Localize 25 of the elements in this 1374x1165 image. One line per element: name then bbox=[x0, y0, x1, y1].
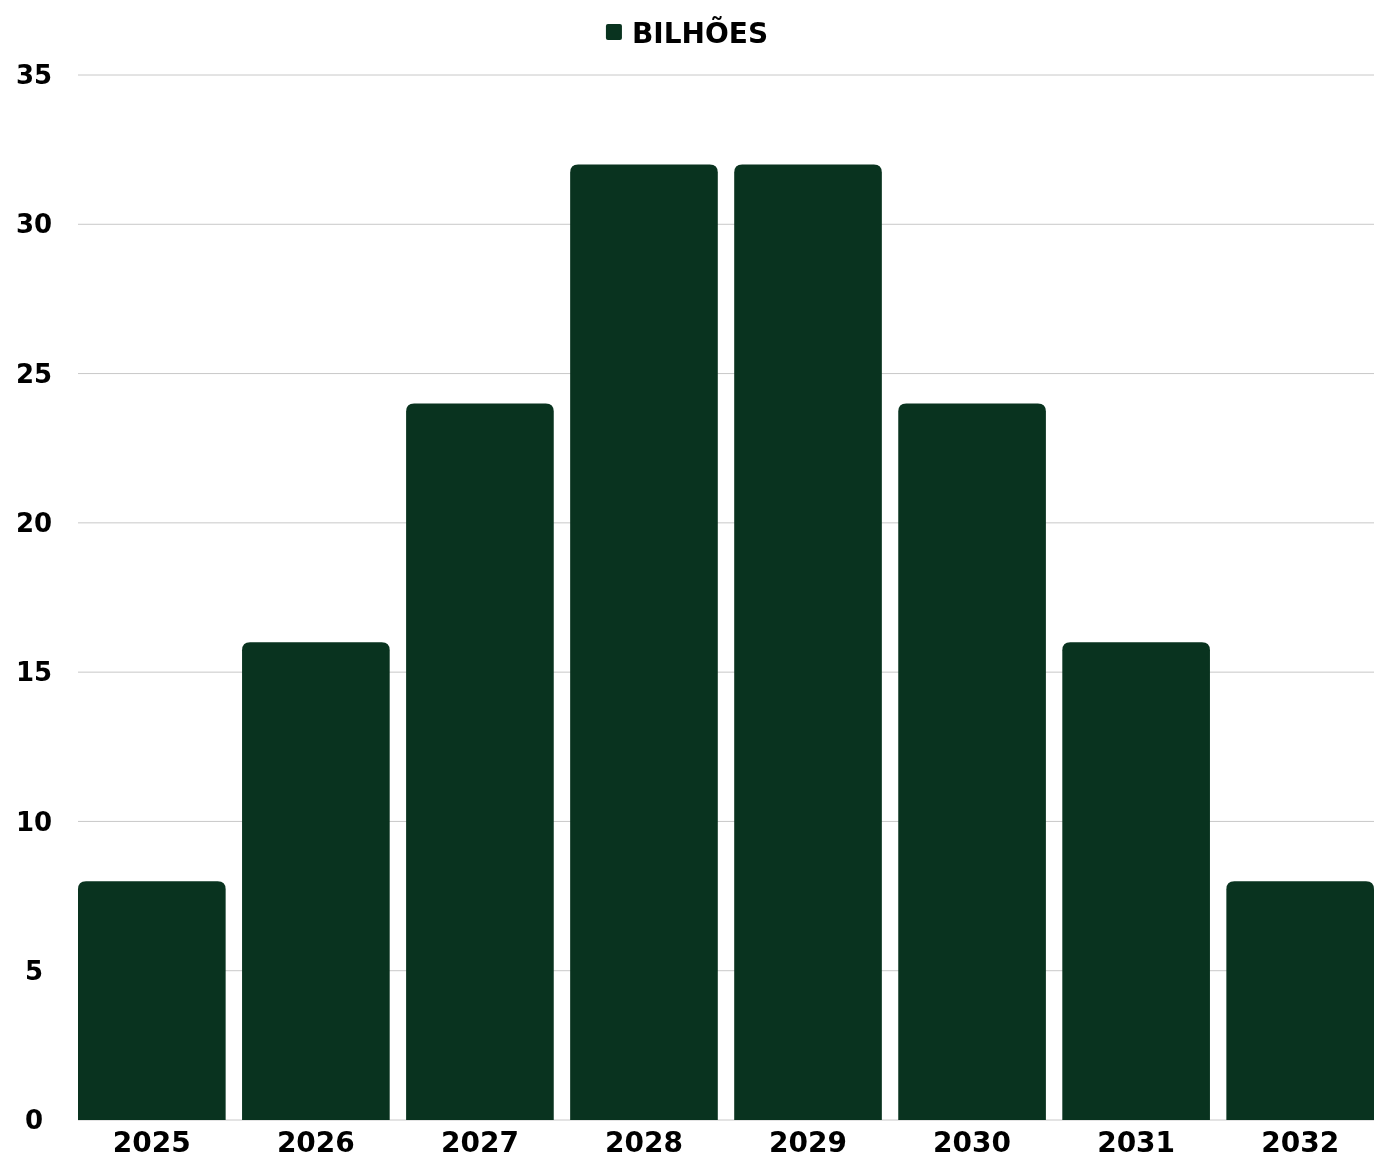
x-tick-label: 2031 bbox=[1097, 1126, 1176, 1159]
x-tick-label: 2027 bbox=[440, 1126, 519, 1159]
bar bbox=[242, 642, 390, 1120]
legend-label: BILHÕES bbox=[631, 15, 769, 50]
y-tick-label: 20 bbox=[15, 507, 53, 538]
bar bbox=[1062, 642, 1210, 1120]
bar bbox=[78, 881, 226, 1120]
bar bbox=[734, 164, 882, 1120]
bar bbox=[406, 403, 554, 1120]
y-tick-label: 15 bbox=[15, 657, 53, 688]
x-tick-label: 2028 bbox=[605, 1126, 683, 1159]
x-tick-label: 2029 bbox=[769, 1126, 847, 1159]
x-tick-label: 2026 bbox=[276, 1126, 355, 1159]
x-tick-label: 2025 bbox=[112, 1126, 191, 1159]
bar bbox=[570, 164, 718, 1120]
y-tick-label: 30 bbox=[15, 209, 53, 240]
y-tick-label: 10 bbox=[15, 806, 53, 837]
bar bbox=[898, 403, 1046, 1120]
x-tick-label: 2032 bbox=[1261, 1126, 1340, 1159]
y-tick-label: 5 bbox=[24, 955, 44, 986]
y-tick-label: 0 bbox=[24, 1105, 44, 1136]
y-tick-label: 25 bbox=[15, 358, 53, 389]
bar bbox=[1226, 881, 1374, 1120]
y-tick-label: 35 bbox=[15, 60, 53, 91]
x-tick-label: 2030 bbox=[933, 1126, 1012, 1159]
